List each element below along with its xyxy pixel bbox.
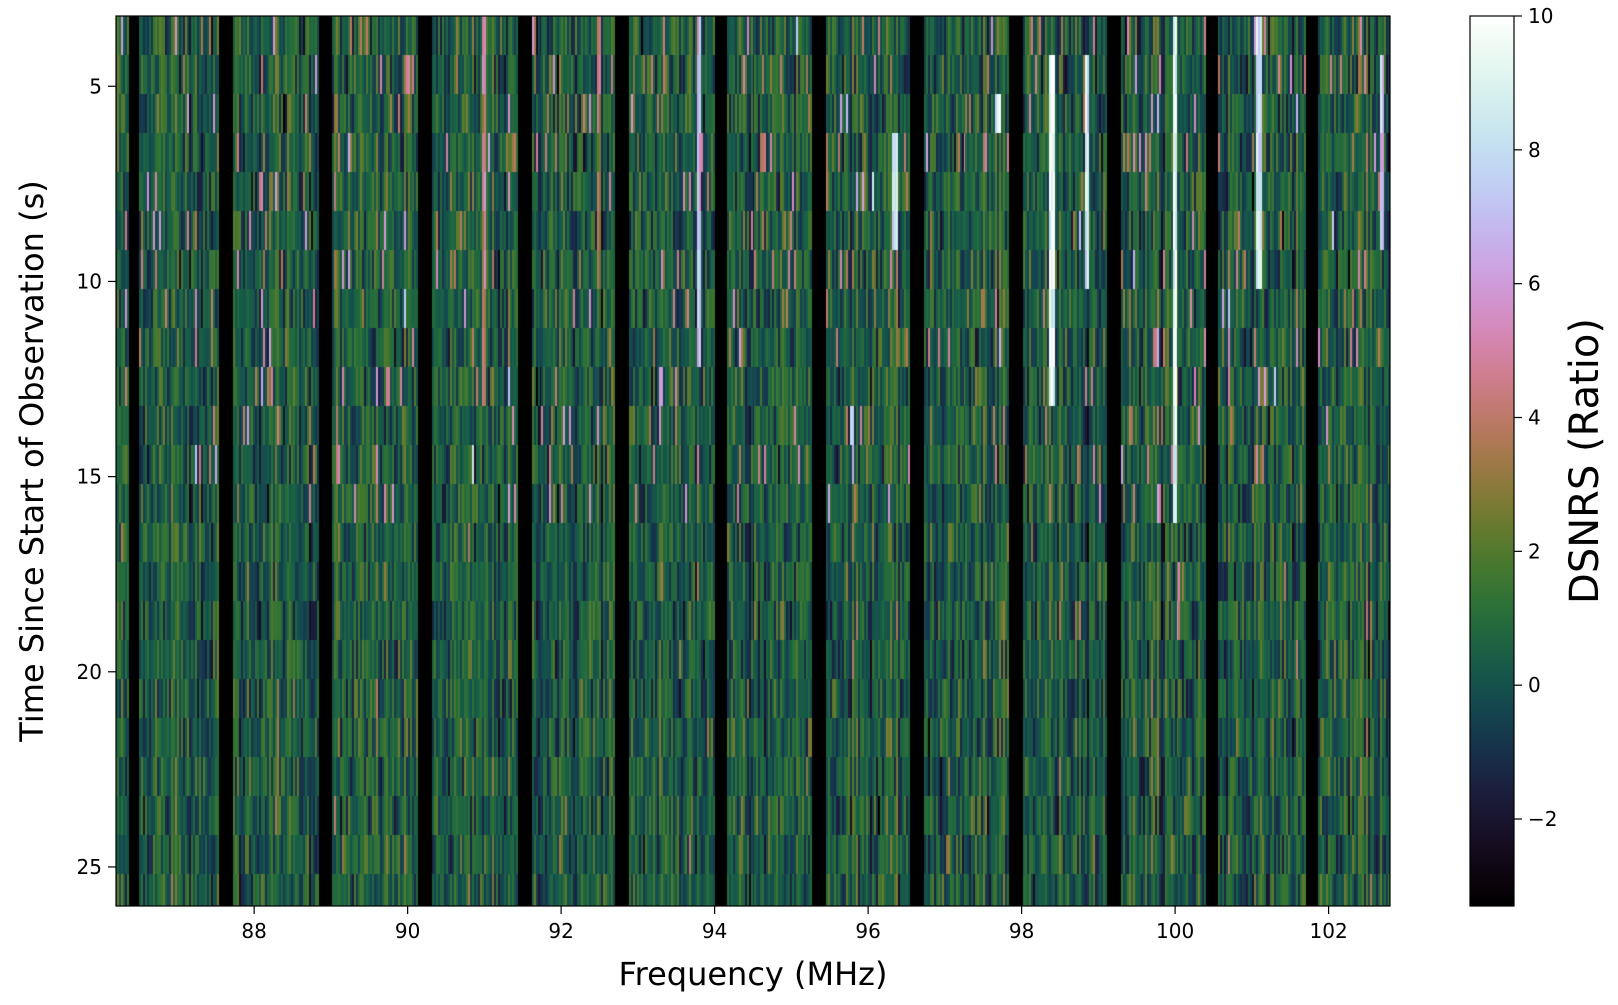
colorbar-tick-label: 10: [1528, 4, 1553, 28]
plot-area: [115, 15, 1391, 907]
x-tick-label: 100: [1156, 919, 1194, 943]
colorbar-tick-label: 2: [1528, 539, 1541, 563]
y-axis: 5 10 15 20 25: [77, 74, 116, 879]
heatmap-raster: [116, 16, 1390, 906]
x-tick-label: 94: [702, 919, 727, 943]
y-tick-label: 5: [89, 74, 102, 98]
x-tick-label: 92: [548, 919, 573, 943]
x-axis-label: Frequency (MHz): [619, 955, 888, 993]
x-tick-label: 88: [241, 919, 266, 943]
colorbar-label: DSNRS (Ratio): [1562, 318, 1608, 604]
colorbar-ticks: −2 0 2 4 6 8 10: [1514, 4, 1557, 831]
colorbar-tick-label: 0: [1528, 673, 1541, 697]
y-tick-label: 10: [77, 269, 102, 293]
heatmap-raster-holder: [116, 16, 1390, 906]
x-axis: 88 90 92 94 96 98 100 102: [241, 906, 1348, 943]
colorbar-tick-label: −2: [1528, 807, 1557, 831]
colorbar-tick-label: 6: [1528, 272, 1541, 296]
x-tick-label: 102: [1310, 919, 1348, 943]
plot-frame: [115, 15, 1391, 907]
colorbar: −2 0 2 4 6 8 10: [1469, 4, 1557, 907]
x-tick-label: 98: [1009, 919, 1034, 943]
colorbar-body: [1469, 15, 1515, 907]
y-tick-label: 25: [77, 855, 102, 879]
y-axis-label: Time Since Start of Observation (s): [13, 180, 51, 742]
colorbar-tick-label: 4: [1528, 406, 1541, 430]
x-tick-label: 96: [855, 919, 880, 943]
y-tick-label: 15: [77, 465, 102, 489]
colorbar-tick-label: 8: [1528, 138, 1541, 162]
x-tick-label: 90: [395, 919, 420, 943]
y-tick-label: 20: [77, 660, 102, 684]
